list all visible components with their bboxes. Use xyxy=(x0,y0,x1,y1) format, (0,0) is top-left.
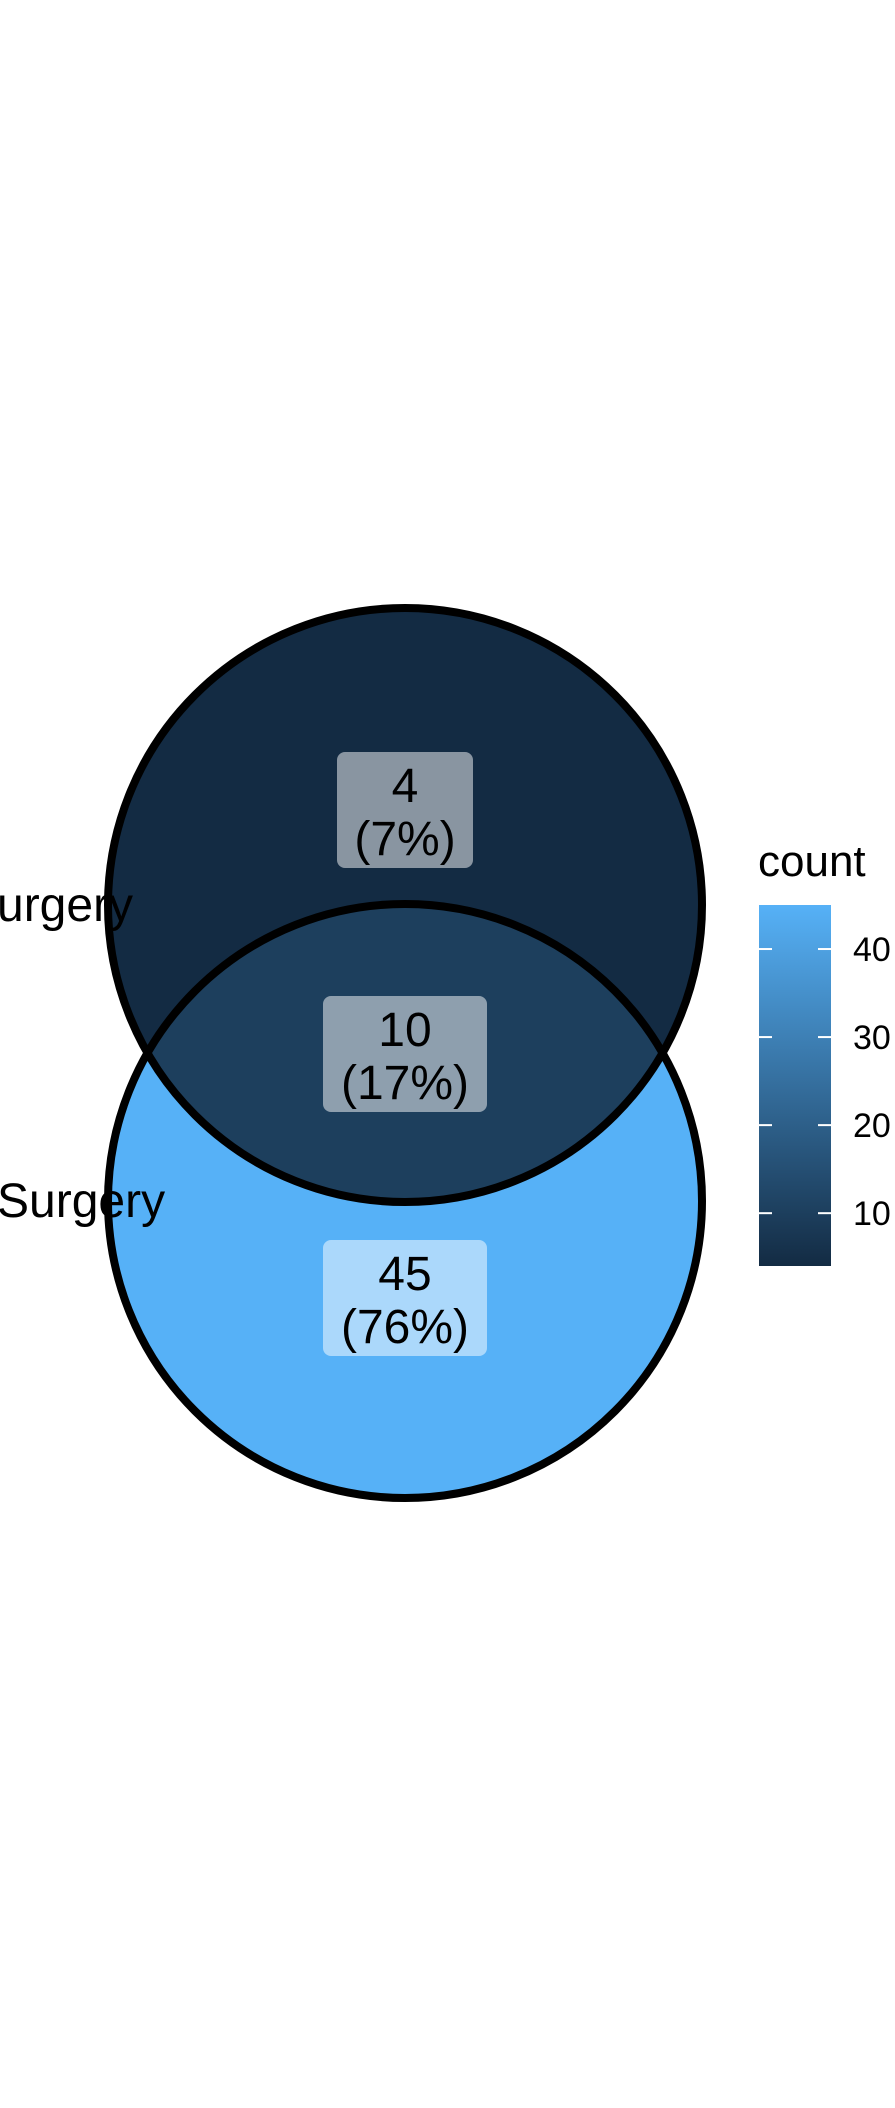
legend-tick-label: 40 xyxy=(853,931,891,969)
legend-tick-label: 20 xyxy=(853,1107,891,1145)
intersection-count: 10 xyxy=(378,1004,431,1057)
set1-name: urgery xyxy=(0,879,133,932)
set1-only-count: 4 xyxy=(392,760,419,813)
legend-tick-label: 30 xyxy=(853,1019,891,1057)
set2-only-count: 45 xyxy=(378,1248,431,1301)
intersection-percent: (17%) xyxy=(341,1057,469,1110)
set1-only-percent: (7%) xyxy=(354,813,455,866)
set2-only-percent: (76%) xyxy=(341,1301,469,1354)
legend-tick-label: 10 xyxy=(853,1195,891,1233)
legend-title: count xyxy=(758,837,866,886)
set2-only-label: 45 (76%) xyxy=(323,1240,487,1356)
legend: count 10 20 30 40 xyxy=(758,837,891,1266)
set1-only-label: 4 (7%) xyxy=(337,752,473,868)
intersection-label: 10 (17%) xyxy=(323,996,487,1112)
legend-colorbar xyxy=(759,905,831,1266)
set2-name: Surgery xyxy=(0,1175,165,1228)
